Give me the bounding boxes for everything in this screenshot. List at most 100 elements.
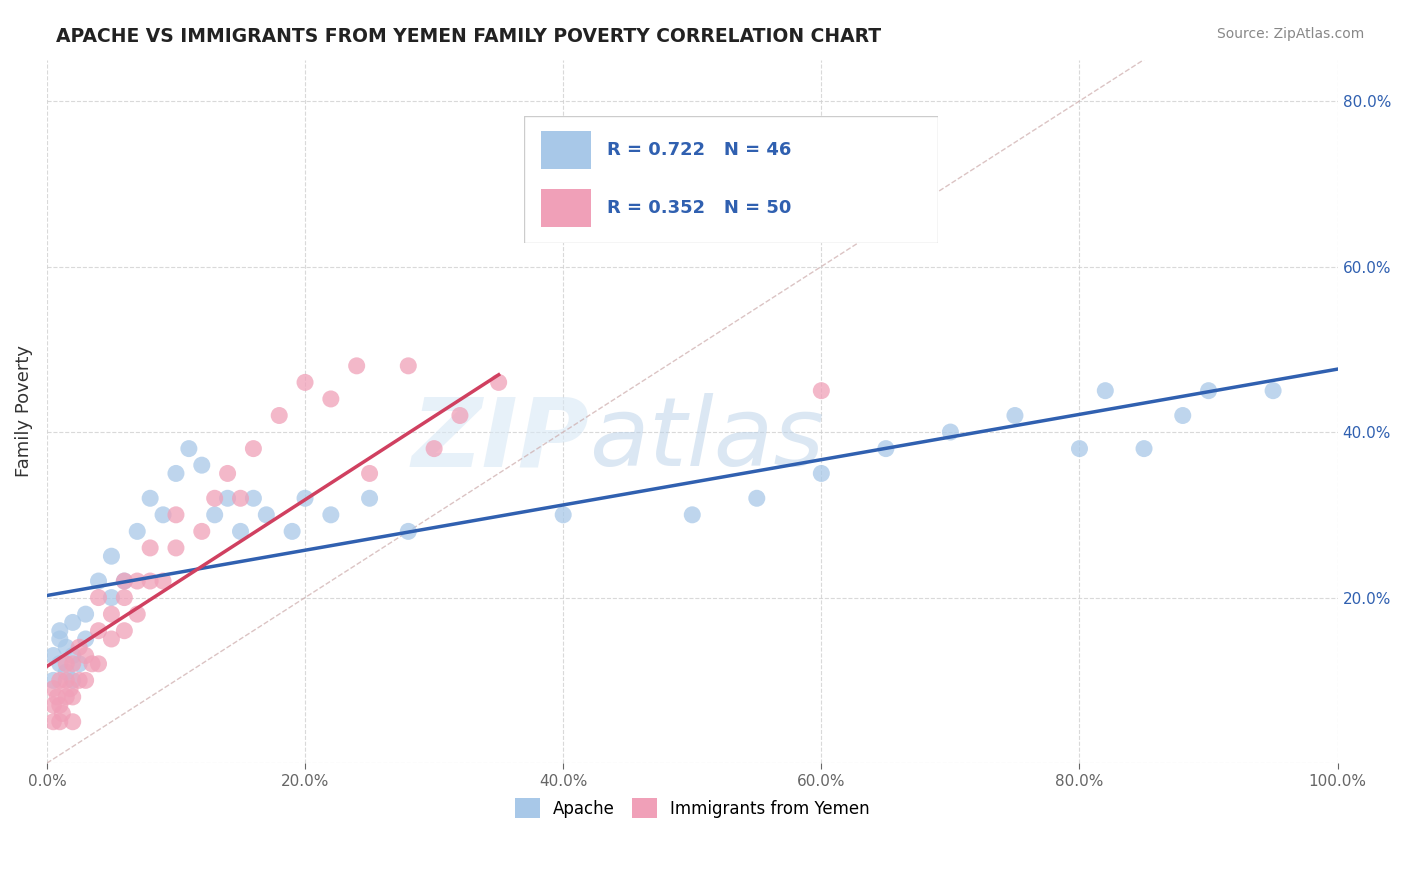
Point: [49, 624, 72, 638]
Point: [242, 491, 264, 506]
Point: [396, 524, 419, 539]
Point: [59, 681, 82, 696]
Point: [423, 442, 446, 456]
Point: [46, 690, 69, 704]
Point: [269, 409, 291, 423]
Point: [191, 524, 214, 539]
Point: [204, 508, 226, 522]
Point: [294, 376, 316, 390]
Point: [100, 607, 122, 622]
Point: [1171, 409, 1194, 423]
Point: [229, 491, 252, 506]
Point: [51, 706, 73, 721]
Point: [242, 442, 264, 456]
Point: [87, 657, 110, 671]
Point: [217, 491, 239, 506]
Point: [152, 574, 174, 588]
Point: [127, 524, 149, 539]
Point: [449, 409, 471, 423]
Point: [62, 690, 84, 704]
Point: [1261, 384, 1284, 398]
Point: [281, 524, 304, 539]
Text: atlas: atlas: [589, 393, 824, 486]
Point: [810, 384, 832, 398]
Point: [165, 541, 187, 555]
Point: [204, 491, 226, 506]
Text: APACHE VS IMMIGRANTS FROM YEMEN FAMILY POVERTY CORRELATION CHART: APACHE VS IMMIGRANTS FROM YEMEN FAMILY P…: [56, 27, 882, 45]
Point: [55, 640, 77, 655]
Text: Source: ZipAtlas.com: Source: ZipAtlas.com: [1216, 27, 1364, 41]
Legend: Apache, Immigrants from Yemen: Apache, Immigrants from Yemen: [508, 791, 876, 825]
Point: [1133, 442, 1156, 456]
Point: [396, 359, 419, 373]
Point: [112, 624, 135, 638]
Point: [127, 607, 149, 622]
Point: [165, 467, 187, 481]
Point: [42, 698, 65, 713]
Point: [112, 591, 135, 605]
Y-axis label: Family Poverty: Family Poverty: [15, 345, 32, 477]
Point: [127, 574, 149, 588]
Point: [67, 640, 90, 655]
Point: [191, 458, 214, 472]
Point: [87, 574, 110, 588]
Point: [100, 549, 122, 564]
Point: [42, 648, 65, 663]
Point: [80, 657, 103, 671]
Point: [319, 392, 342, 406]
Point: [62, 673, 84, 688]
Point: [49, 657, 72, 671]
Point: [87, 591, 110, 605]
Point: [346, 359, 368, 373]
Point: [75, 648, 97, 663]
Point: [139, 541, 162, 555]
Point: [112, 574, 135, 588]
Point: [319, 508, 342, 522]
Point: [810, 467, 832, 481]
Point: [112, 574, 135, 588]
Point: [152, 508, 174, 522]
Point: [49, 714, 72, 729]
Point: [62, 714, 84, 729]
Text: ZIP: ZIP: [411, 393, 589, 486]
Point: [75, 632, 97, 646]
Point: [217, 467, 239, 481]
Point: [294, 491, 316, 506]
Point: [62, 615, 84, 630]
Point: [177, 442, 200, 456]
Point: [49, 632, 72, 646]
Point: [100, 632, 122, 646]
Point: [745, 491, 768, 506]
Point: [139, 491, 162, 506]
Point: [359, 491, 381, 506]
Point: [553, 508, 575, 522]
Point: [75, 607, 97, 622]
Point: [42, 681, 65, 696]
Point: [55, 657, 77, 671]
Point: [875, 442, 897, 456]
Point: [42, 673, 65, 688]
Point: [1198, 384, 1220, 398]
Point: [1004, 409, 1026, 423]
Point: [55, 690, 77, 704]
Point: [62, 648, 84, 663]
Point: [681, 508, 703, 522]
Point: [939, 425, 962, 439]
Point: [100, 591, 122, 605]
Point: [49, 673, 72, 688]
Point: [87, 624, 110, 638]
Point: [229, 524, 252, 539]
Point: [55, 665, 77, 679]
Point: [67, 657, 90, 671]
Point: [1069, 442, 1091, 456]
Point: [42, 714, 65, 729]
Point: [55, 673, 77, 688]
Point: [67, 673, 90, 688]
Point: [488, 376, 510, 390]
Point: [139, 574, 162, 588]
Point: [62, 657, 84, 671]
Point: [254, 508, 277, 522]
Point: [359, 467, 381, 481]
Point: [75, 673, 97, 688]
Point: [49, 698, 72, 713]
